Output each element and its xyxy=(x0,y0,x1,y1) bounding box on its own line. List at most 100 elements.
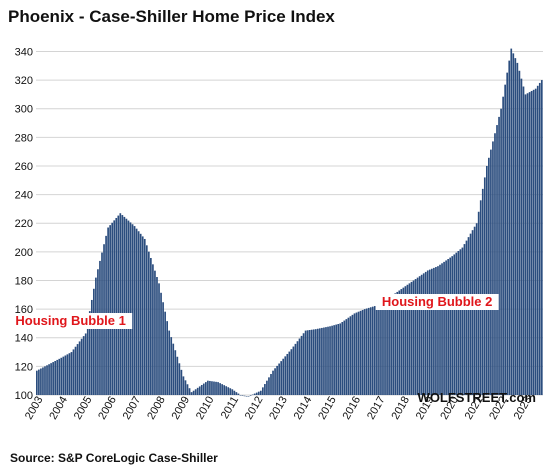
bar xyxy=(392,294,395,395)
bar xyxy=(306,330,309,395)
bar xyxy=(172,343,175,395)
x-tick-label: 2015 xyxy=(316,395,339,422)
bar xyxy=(341,322,344,395)
bar xyxy=(319,328,321,395)
bar xyxy=(145,245,148,395)
bar xyxy=(512,53,515,396)
bar xyxy=(461,247,464,395)
bar xyxy=(347,317,350,395)
bar xyxy=(422,273,425,395)
bar xyxy=(170,337,173,395)
bar xyxy=(168,330,171,395)
x-tick-label: 2004 xyxy=(47,395,70,422)
bar xyxy=(223,385,226,395)
bar xyxy=(490,149,492,395)
bar xyxy=(314,329,317,395)
bar xyxy=(80,338,83,395)
bar xyxy=(137,231,140,395)
bar xyxy=(412,280,415,395)
bar xyxy=(359,310,362,395)
bar xyxy=(506,72,509,395)
bar xyxy=(125,218,128,395)
bar xyxy=(66,354,69,395)
y-tick-label: 240 xyxy=(15,190,33,202)
bar xyxy=(337,324,340,395)
y-tick-label: 260 xyxy=(15,161,33,173)
bar xyxy=(396,291,399,395)
bar xyxy=(524,94,527,396)
bar xyxy=(229,388,232,395)
bar xyxy=(52,362,54,395)
bar xyxy=(36,370,38,395)
bar xyxy=(504,84,506,395)
bar xyxy=(374,306,376,395)
bar xyxy=(416,277,419,395)
bar xyxy=(44,366,46,395)
bar xyxy=(38,369,40,395)
bar xyxy=(534,88,537,396)
bar xyxy=(133,226,136,395)
bar xyxy=(225,386,228,395)
bar xyxy=(369,307,372,395)
bar xyxy=(304,330,307,395)
bar xyxy=(536,85,539,395)
bar xyxy=(327,326,329,395)
bar xyxy=(70,352,73,395)
x-tick-label: 2017 xyxy=(365,395,388,422)
bar xyxy=(72,349,75,395)
bar xyxy=(272,370,274,395)
bar xyxy=(123,216,126,395)
bar xyxy=(245,396,248,397)
bar xyxy=(386,299,388,395)
bar xyxy=(164,311,166,395)
bar xyxy=(343,320,346,395)
bar xyxy=(518,70,521,395)
x-tick-label: 2007 xyxy=(121,395,144,422)
bar xyxy=(528,92,531,395)
bar xyxy=(147,251,150,395)
bar xyxy=(150,257,152,395)
bar xyxy=(198,386,201,395)
bar xyxy=(376,305,378,395)
annotation-label: Housing Bubble 1 xyxy=(15,313,126,328)
bar xyxy=(447,259,449,395)
bar xyxy=(400,289,403,395)
bar xyxy=(530,90,533,396)
bar xyxy=(56,359,59,395)
bar xyxy=(266,380,268,395)
bar xyxy=(135,228,138,395)
bar xyxy=(239,395,242,396)
bar xyxy=(473,226,476,395)
bar xyxy=(280,361,283,395)
bar xyxy=(54,361,57,395)
bar xyxy=(109,225,111,395)
bar xyxy=(190,392,193,395)
bar xyxy=(437,266,439,395)
bar xyxy=(194,389,197,395)
bar xyxy=(298,338,301,395)
bar xyxy=(60,357,63,395)
bar xyxy=(270,374,272,395)
bar xyxy=(457,251,460,395)
bar xyxy=(97,269,99,395)
bar xyxy=(538,82,541,395)
bar xyxy=(286,353,289,395)
annotations: Housing Bubble 1 Housing Bubble 2 xyxy=(9,294,499,329)
bar xyxy=(414,279,417,395)
bar xyxy=(481,188,484,395)
bar xyxy=(42,367,44,395)
bar xyxy=(357,311,360,395)
bar xyxy=(200,384,203,395)
bar xyxy=(532,89,535,395)
bar xyxy=(404,286,407,395)
chart-title: Phoenix - Case-Shiller Home Price Index xyxy=(8,7,335,26)
bar xyxy=(310,329,313,395)
bar xyxy=(219,383,221,395)
bar xyxy=(217,382,219,395)
bar xyxy=(388,297,390,395)
bar xyxy=(264,384,266,395)
bar xyxy=(113,220,116,395)
bar xyxy=(107,227,109,395)
bar xyxy=(237,393,240,395)
bar xyxy=(64,355,67,395)
